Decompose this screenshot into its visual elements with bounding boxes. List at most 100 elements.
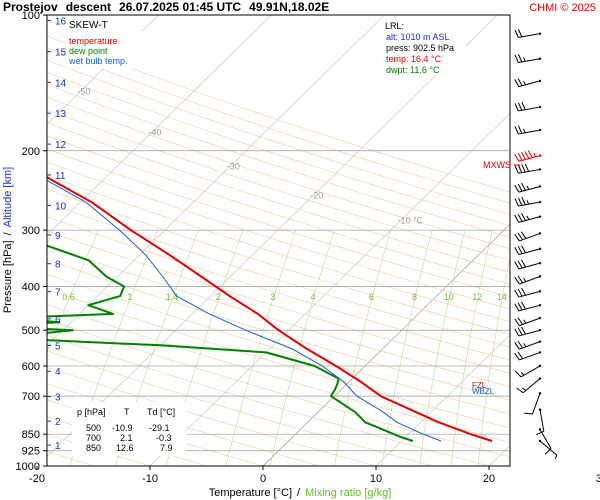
wind-barb-feather bbox=[514, 303, 520, 312]
wind-barb-feather bbox=[517, 302, 523, 311]
mixing-ratio-label: 25 bbox=[592, 292, 600, 302]
wind-barb-feather bbox=[517, 183, 523, 192]
dry-adiabat-line bbox=[47, 59, 510, 215]
mixing-ratio-label: 12 bbox=[472, 292, 482, 302]
wind-barb-feather bbox=[517, 54, 523, 63]
wind-barb-feather bbox=[521, 164, 526, 173]
mixing-ratio-label: 1.4 bbox=[166, 292, 179, 302]
table-header-t: T bbox=[124, 407, 130, 417]
profile-series bbox=[47, 176, 493, 442]
wind-barb-feather bbox=[514, 352, 520, 361]
wind-barb-shaft bbox=[518, 129, 541, 135]
wind-barb-half-feather bbox=[523, 57, 526, 62]
wind-barb bbox=[538, 439, 558, 460]
y-axis-label-altitude: Altitude [km] bbox=[2, 167, 14, 228]
wind-barb-shaft bbox=[518, 33, 541, 38]
wind-barb-feather bbox=[514, 184, 520, 193]
mixing-ratio-line bbox=[584, 230, 600, 466]
wind-barb-feather bbox=[521, 326, 526, 335]
wind-barb bbox=[514, 364, 542, 378]
wind-barb-feather bbox=[514, 126, 519, 135]
wind-barb-feather bbox=[516, 387, 524, 394]
mixing-ratio-label: 2 bbox=[216, 292, 221, 302]
isotherm-line bbox=[375, 334, 510, 466]
x-axis-label-temperature: Temperature [°C] bbox=[209, 487, 292, 499]
isotherm-label: -10 °C bbox=[398, 216, 424, 226]
wind-barb-shaft bbox=[519, 341, 541, 350]
wind-barb bbox=[514, 340, 542, 350]
wind-barb bbox=[514, 150, 542, 162]
mixing-ratio-line bbox=[542, 230, 571, 466]
wind-barb-shaft bbox=[518, 168, 541, 174]
mixing-ratio-label: 14 bbox=[497, 292, 507, 302]
wind-barb-shaft bbox=[519, 276, 541, 285]
wind-barb-feather bbox=[517, 260, 523, 269]
altitude-tick-label: 3 bbox=[55, 392, 61, 403]
wind-barb-shaft bbox=[518, 329, 541, 337]
wind-barbs bbox=[514, 29, 558, 460]
wind-barb-shaft bbox=[518, 106, 541, 112]
fzl-marker: FZL bbox=[472, 381, 487, 390]
table-row-500-t: -10.9 bbox=[112, 423, 133, 433]
mixing-ratio-label: 3 bbox=[270, 292, 275, 302]
chart-title: Prostejov descent 26.07.2025 01:45 UTC 49.9… bbox=[3, 0, 329, 14]
wind-barb-half-feather bbox=[523, 343, 527, 348]
wind-barb bbox=[514, 301, 542, 312]
pressure-tick-label: 1000 bbox=[16, 461, 40, 473]
wind-barb-feather bbox=[524, 412, 533, 415]
wind-barb-feather bbox=[536, 430, 545, 436]
mixing-ratio-line bbox=[450, 230, 493, 466]
isotherm-lines bbox=[47, 15, 510, 466]
wind-barb-feather bbox=[520, 231, 527, 239]
wind-barb-feather bbox=[517, 275, 524, 284]
wind-barb bbox=[514, 245, 542, 256]
wind-barb bbox=[514, 54, 542, 64]
wind-barb bbox=[514, 213, 542, 223]
wind-barb-feather bbox=[517, 29, 523, 38]
dry-adiabat-line bbox=[47, 96, 510, 250]
wind-barb-feather bbox=[514, 198, 519, 207]
wind-barb bbox=[514, 197, 542, 207]
wind-barb bbox=[514, 259, 542, 270]
pressure-tick-label: 925 bbox=[22, 446, 40, 458]
mixing-ratio-label: 10 bbox=[444, 292, 454, 302]
x-axis-label-separator: / bbox=[297, 487, 301, 499]
level-table-background bbox=[72, 402, 186, 456]
wind-barb-half-feather bbox=[523, 128, 526, 133]
mixing-ratio-line bbox=[269, 230, 335, 466]
wind-barb-shaft bbox=[539, 440, 558, 456]
dry-adiabat-line bbox=[47, 84, 510, 238]
wind-barb-feather bbox=[514, 328, 520, 337]
wind-barb-shaft bbox=[518, 216, 541, 223]
wind-barb-feather bbox=[517, 164, 523, 173]
isotherm-label: -30 bbox=[227, 161, 240, 171]
wind-barb-half-feather bbox=[526, 200, 530, 205]
mixing-ratio-line bbox=[334, 230, 391, 466]
wind-barb-feather bbox=[521, 197, 526, 205]
lrl-info-box: LRL: alt: 1010 m ASL press: 902.5 hPa te… bbox=[383, 18, 465, 76]
wbzl-marker: WBZL bbox=[472, 387, 495, 396]
wind-barb-feather bbox=[517, 214, 523, 222]
wind-barb-feather bbox=[514, 79, 520, 87]
legend-box bbox=[66, 17, 142, 69]
y-axis-title: Pressure [hPa] / Altitude [km] bbox=[2, 167, 14, 313]
wind-barb-feather bbox=[514, 29, 519, 38]
wind-barb-shaft bbox=[518, 185, 541, 193]
wind-barb-feather bbox=[517, 125, 523, 134]
y-axis-label-pressure: Pressure [hPa] bbox=[2, 240, 14, 313]
lrl-temperature: temp: 16.4 °C bbox=[386, 54, 442, 64]
temperature-tick-label: 0 bbox=[260, 473, 266, 485]
pressure-tick-label: 100 bbox=[22, 10, 40, 22]
mxws-marker: MXWS bbox=[483, 160, 511, 170]
isotherm-line bbox=[47, 15, 272, 236]
altitude-tick-label: 13 bbox=[55, 109, 67, 120]
wind-barb bbox=[514, 101, 542, 112]
wind-barb-feather bbox=[517, 340, 524, 349]
wind-barb-feather bbox=[517, 317, 524, 325]
dry-adiabat-line bbox=[47, 230, 510, 374]
pressure-tick-label: 400 bbox=[22, 282, 40, 294]
pressure-tick-label: 300 bbox=[22, 225, 40, 237]
altitude-tick-label: 15 bbox=[55, 47, 67, 58]
temperature-tick-label: 10 bbox=[370, 473, 382, 485]
